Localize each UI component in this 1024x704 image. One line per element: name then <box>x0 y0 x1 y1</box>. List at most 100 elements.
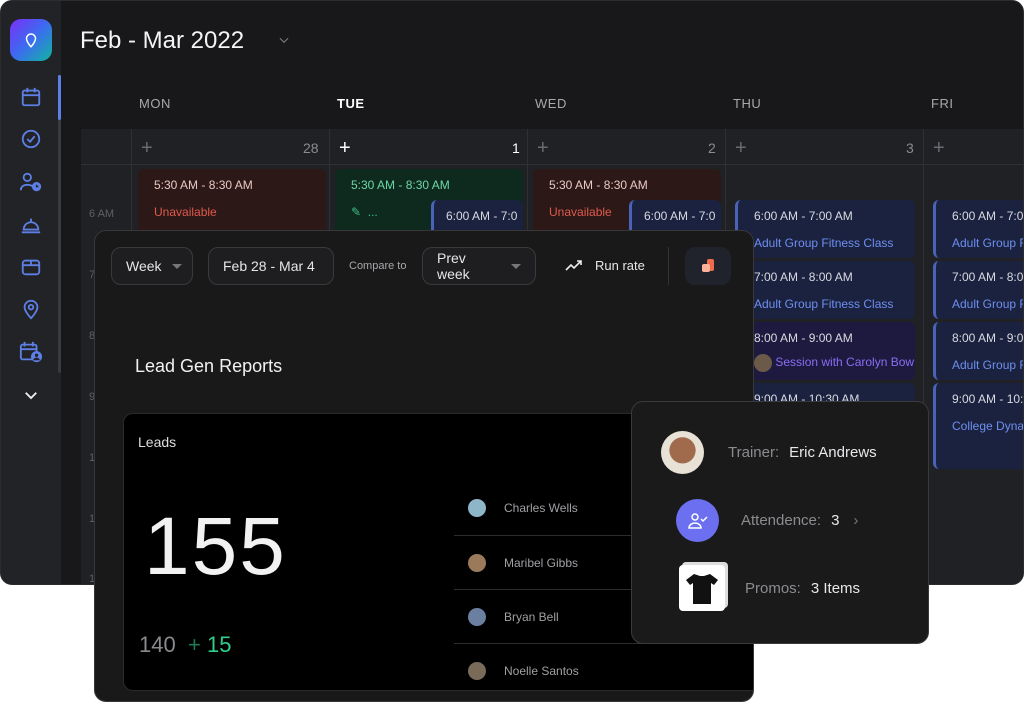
lead-name: Bryan Bell <box>504 609 559 624</box>
add-event-thu-button[interactable]: + <box>735 137 747 159</box>
attendance-row[interactable]: Attendence: 3 › <box>676 499 858 542</box>
day-header-mon: MON <box>139 96 171 111</box>
add-event-mon-button[interactable]: + <box>141 137 153 159</box>
compare-label: Compare to <box>349 260 407 272</box>
user-check-icon <box>676 499 719 542</box>
class-event[interactable]: 6:00 AM - 7:00 AM Adult Group Fitness Cla… <box>735 200 915 258</box>
promos-row: Promos: 3 Items <box>679 565 860 611</box>
avatar <box>468 499 486 517</box>
add-event-wed-button[interactable]: + <box>537 137 549 159</box>
day-header-tue: TUE <box>337 96 365 111</box>
period-value: Week <box>126 258 162 274</box>
event-time: 5:30 AM - 8:30 AM <box>351 178 450 192</box>
event-time: 6:00 AM - 7:0 <box>952 209 1024 223</box>
chevron-down-icon[interactable] <box>277 33 291 50</box>
date-thu: 3 <box>906 140 914 156</box>
lead-name: Maribel Gibbs <box>504 555 579 570</box>
lead-list-item[interactable]: Charles Wells <box>454 481 753 535</box>
event-label: Unavailable <box>549 205 612 219</box>
add-event-tue-button[interactable]: + <box>339 137 351 159</box>
trending-up-icon <box>565 259 582 271</box>
event-time: 8:00 AM - 9:0 <box>952 331 1024 345</box>
period-select[interactable]: Week <box>111 247 193 285</box>
client-avatar <box>754 354 772 372</box>
attendance-value: 3 <box>831 512 840 529</box>
promos-label: Promos: <box>745 579 801 597</box>
event-label: Adult Group F <box>952 297 1024 311</box>
event-label: Adult Group F <box>952 236 1024 250</box>
event-label: Session with Carolyn Bow <box>775 355 915 370</box>
lead-list-item[interactable]: Maribel Gibbs <box>454 535 753 589</box>
run-rate-button[interactable]: Run rate <box>565 258 645 273</box>
app-logo[interactable] <box>10 19 52 61</box>
class-event[interactable]: 8:00 AM - 9:0 Adult Group F <box>933 322 1024 380</box>
event-time: 6:00 AM - 7:0 <box>644 209 716 223</box>
leads-value: 155 <box>144 501 287 592</box>
sidebar-scrollbar[interactable] <box>58 75 61 373</box>
event-label: Unavailable <box>154 205 217 219</box>
avatar <box>468 607 486 626</box>
grid-divider <box>81 164 1023 165</box>
range-value: Feb 28 - Mar 4 <box>223 258 315 274</box>
event-time: 9:00 AM - 10: <box>952 392 1024 406</box>
column-divider <box>923 129 924 584</box>
service-bell-icon[interactable] <box>19 213 43 237</box>
class-event[interactable]: 7:00 AM - 8:0 Adult Group F <box>933 261 1024 319</box>
compare-select[interactable]: Prev week <box>422 247 536 285</box>
user-clock-icon[interactable] <box>19 170 43 194</box>
sidebar-scroll-thumb[interactable] <box>58 75 61 120</box>
location-icon[interactable] <box>19 297 43 321</box>
brand-button[interactable] <box>685 247 731 285</box>
chevron-down-icon[interactable] <box>19 383 43 407</box>
date-tue: 1 <box>512 140 520 156</box>
box-icon[interactable] <box>19 255 43 279</box>
tshirt-promo-image <box>679 565 725 611</box>
sidebar <box>1 1 61 584</box>
leads-previous: 140 <box>139 632 176 657</box>
run-rate-label: Run rate <box>595 258 645 273</box>
location-pin-icon <box>25 33 37 48</box>
add-event-fri-button[interactable]: + <box>933 137 945 159</box>
compare-value: Prev week <box>437 250 470 282</box>
lead-name: Noelle Santos <box>504 663 579 678</box>
lead-list-item[interactable]: Noelle Santos <box>454 643 753 697</box>
day-header-thu: THU <box>733 96 762 111</box>
delta-value: 15 <box>206 632 232 657</box>
event-label: Adult Group Fitness Class <box>754 297 894 311</box>
trainer-label: Trainer: <box>728 444 780 461</box>
event-label: College Dyna <box>952 419 1024 433</box>
trainer-row: Trainer: Eric Andrews <box>661 431 877 474</box>
event-time: 8:00 AM - 9:00 AM <box>754 331 853 345</box>
calendar-icon[interactable] <box>19 85 43 109</box>
toolbar-divider <box>668 247 669 285</box>
session-details-popover: Trainer: Eric Andrews Attendence: 3 › Promo… <box>631 401 929 644</box>
time-label: 9 <box>89 391 96 403</box>
promos-value: 3 Items <box>810 579 861 597</box>
calendar-user-icon[interactable] <box>19 340 43 364</box>
attendance-label: Attendence: <box>741 512 822 529</box>
time-label: 7 <box>89 269 96 281</box>
event-time: 7:00 AM - 8:0 <box>952 270 1024 284</box>
trainer-name: Eric Andrews <box>789 444 877 461</box>
brand-logo-icon <box>702 259 714 272</box>
caret-down-icon <box>511 263 521 269</box>
chevron-right-icon[interactable]: › <box>853 512 859 529</box>
date-range-title[interactable]: Feb - Mar 2022 <box>80 27 245 54</box>
date-wed: 2 <box>708 140 716 156</box>
avatar <box>468 553 486 572</box>
time-label: 1 <box>89 513 96 525</box>
report-title: Lead Gen Reports <box>135 356 283 376</box>
check-circle-icon[interactable] <box>19 127 43 151</box>
delta-sign: + <box>188 632 201 657</box>
leads-delta: + 15 <box>188 632 231 658</box>
event-time: 6:00 AM - 7:0 <box>446 209 518 223</box>
class-event[interactable]: 7:00 AM - 8:00 AM Adult Group Fitness Cla… <box>735 261 915 319</box>
date-range-button[interactable]: Feb 28 - Mar 4 <box>208 247 334 285</box>
event-time: 5:30 AM - 8:30 AM <box>154 178 253 192</box>
session-event[interactable]: 8:00 AM - 9:00 AM Session with Carolyn B… <box>735 322 915 380</box>
class-event[interactable]: 6:00 AM - 7:0 Adult Group F <box>933 200 1024 258</box>
class-event[interactable]: 9:00 AM - 10: College Dyna <box>933 383 1024 469</box>
lead-list-item[interactable]: Bryan Bell <box>454 589 753 643</box>
time-label: 6 AM <box>89 208 115 220</box>
pencil-icon[interactable]: ✎ <box>351 205 362 219</box>
